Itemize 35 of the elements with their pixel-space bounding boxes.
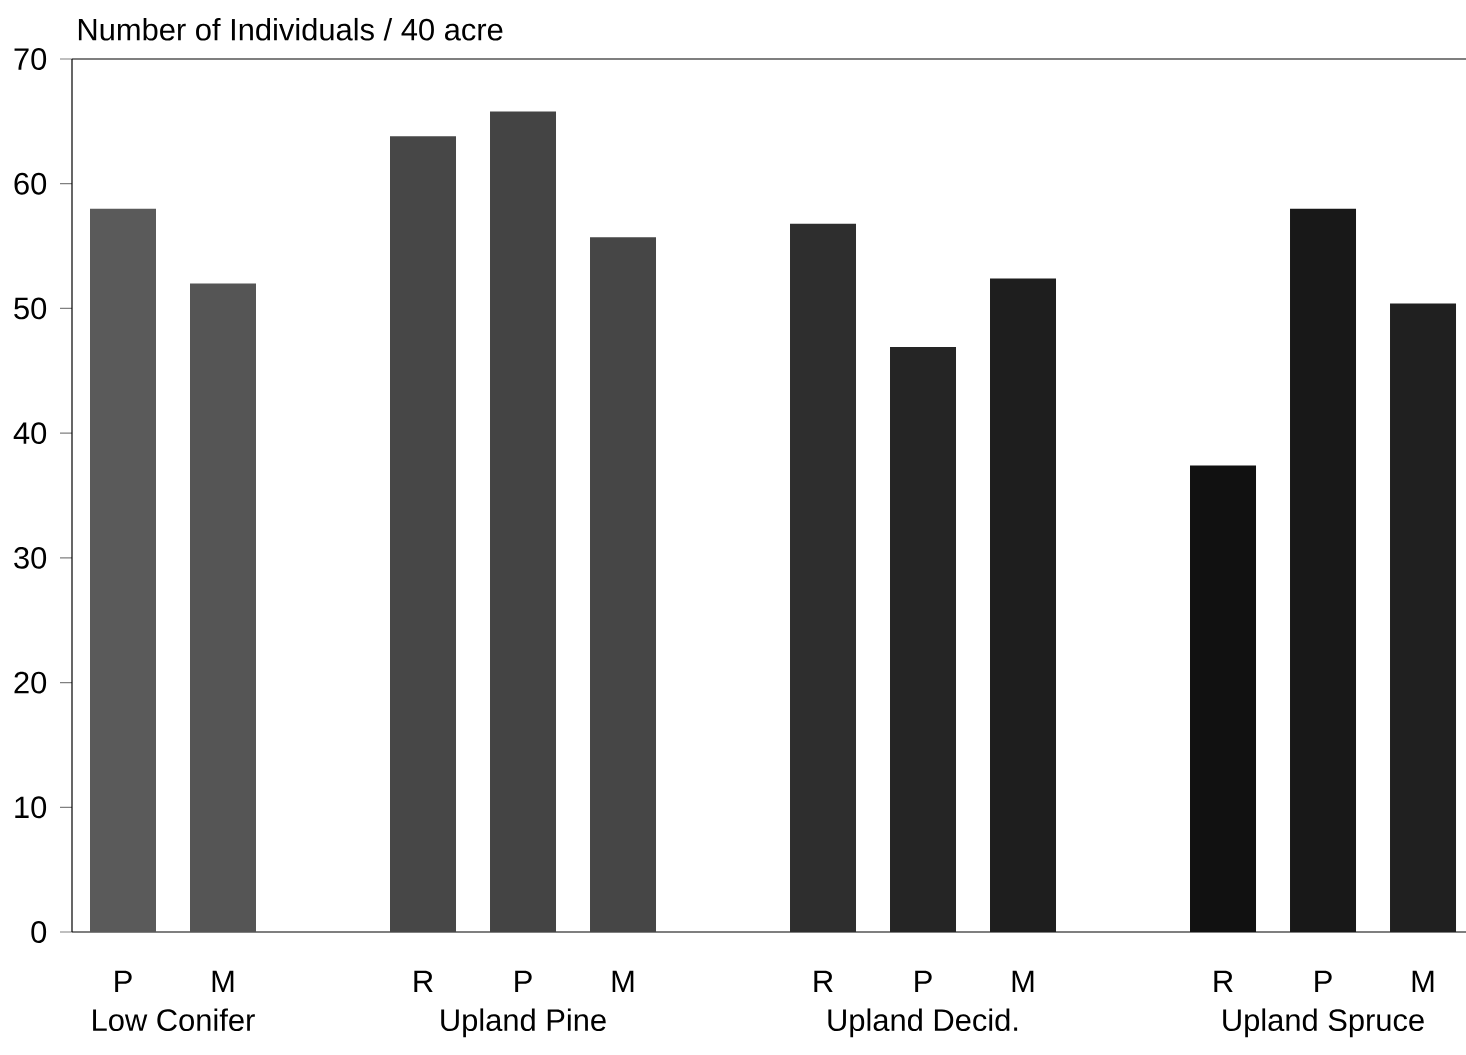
text: Upland Pine: [441, 1008, 606, 1038]
y-tick-label: 40: [13, 422, 47, 445]
x-tick-label: R: [414, 970, 433, 992]
y-axis-title: Number of Individuals / 40 acre: [78, 17, 503, 41]
x-tick-label: P: [1315, 970, 1332, 992]
bar: [190, 283, 256, 932]
x-tick-label: M: [212, 970, 234, 992]
x-tick-label: P: [915, 970, 932, 992]
y-tick-label: 70: [14, 48, 47, 70]
x-tick-label: P: [515, 970, 532, 992]
bar: [890, 347, 957, 932]
text: Low Conifer: [93, 1008, 255, 1032]
x-tick-label: P: [115, 970, 132, 992]
bar: [990, 278, 1057, 932]
x-tick-label: M: [1412, 970, 1434, 992]
bar: [1390, 303, 1457, 932]
y-tick-label: 10: [15, 796, 47, 819]
y-tick-label: 30: [14, 546, 47, 569]
bar: [1190, 465, 1257, 932]
bar: [90, 208, 156, 932]
y-tick-label: 0: [31, 921, 47, 943]
bar: [490, 111, 557, 932]
y-tick-label: 20: [14, 671, 47, 694]
y-tick-label: 50: [14, 297, 47, 320]
x-tick-label: R: [1214, 970, 1233, 992]
x-tick-label: R: [814, 970, 833, 992]
y-tick-label: 60: [14, 172, 47, 195]
x-tick-label: M: [1012, 970, 1034, 992]
bar: [590, 237, 657, 932]
bar: [790, 223, 857, 932]
bar: [390, 136, 457, 932]
text: Upland Spruce: [1223, 1008, 1424, 1038]
text: Upland Decid.: [828, 1008, 1018, 1038]
x-tick-label: M: [612, 970, 634, 992]
bar: [1290, 208, 1357, 932]
